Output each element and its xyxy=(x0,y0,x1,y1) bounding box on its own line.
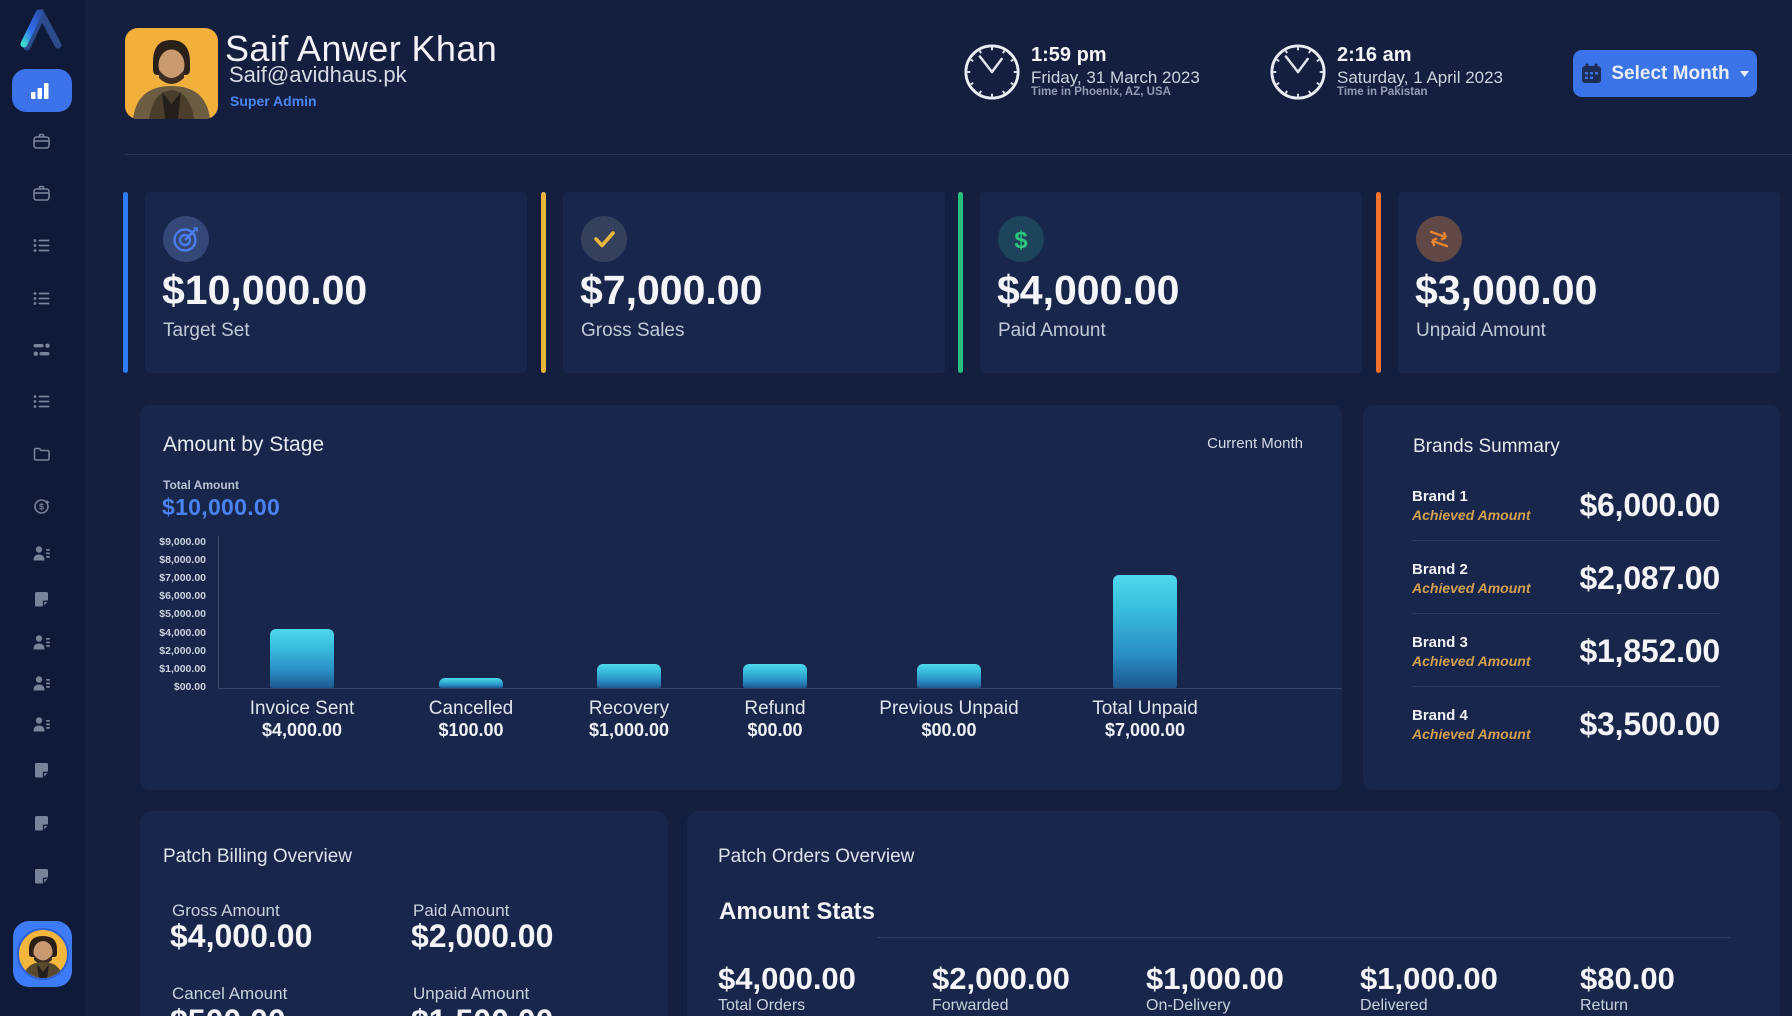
svg-text:$: $ xyxy=(39,502,44,512)
svg-text:$: $ xyxy=(1014,227,1028,253)
